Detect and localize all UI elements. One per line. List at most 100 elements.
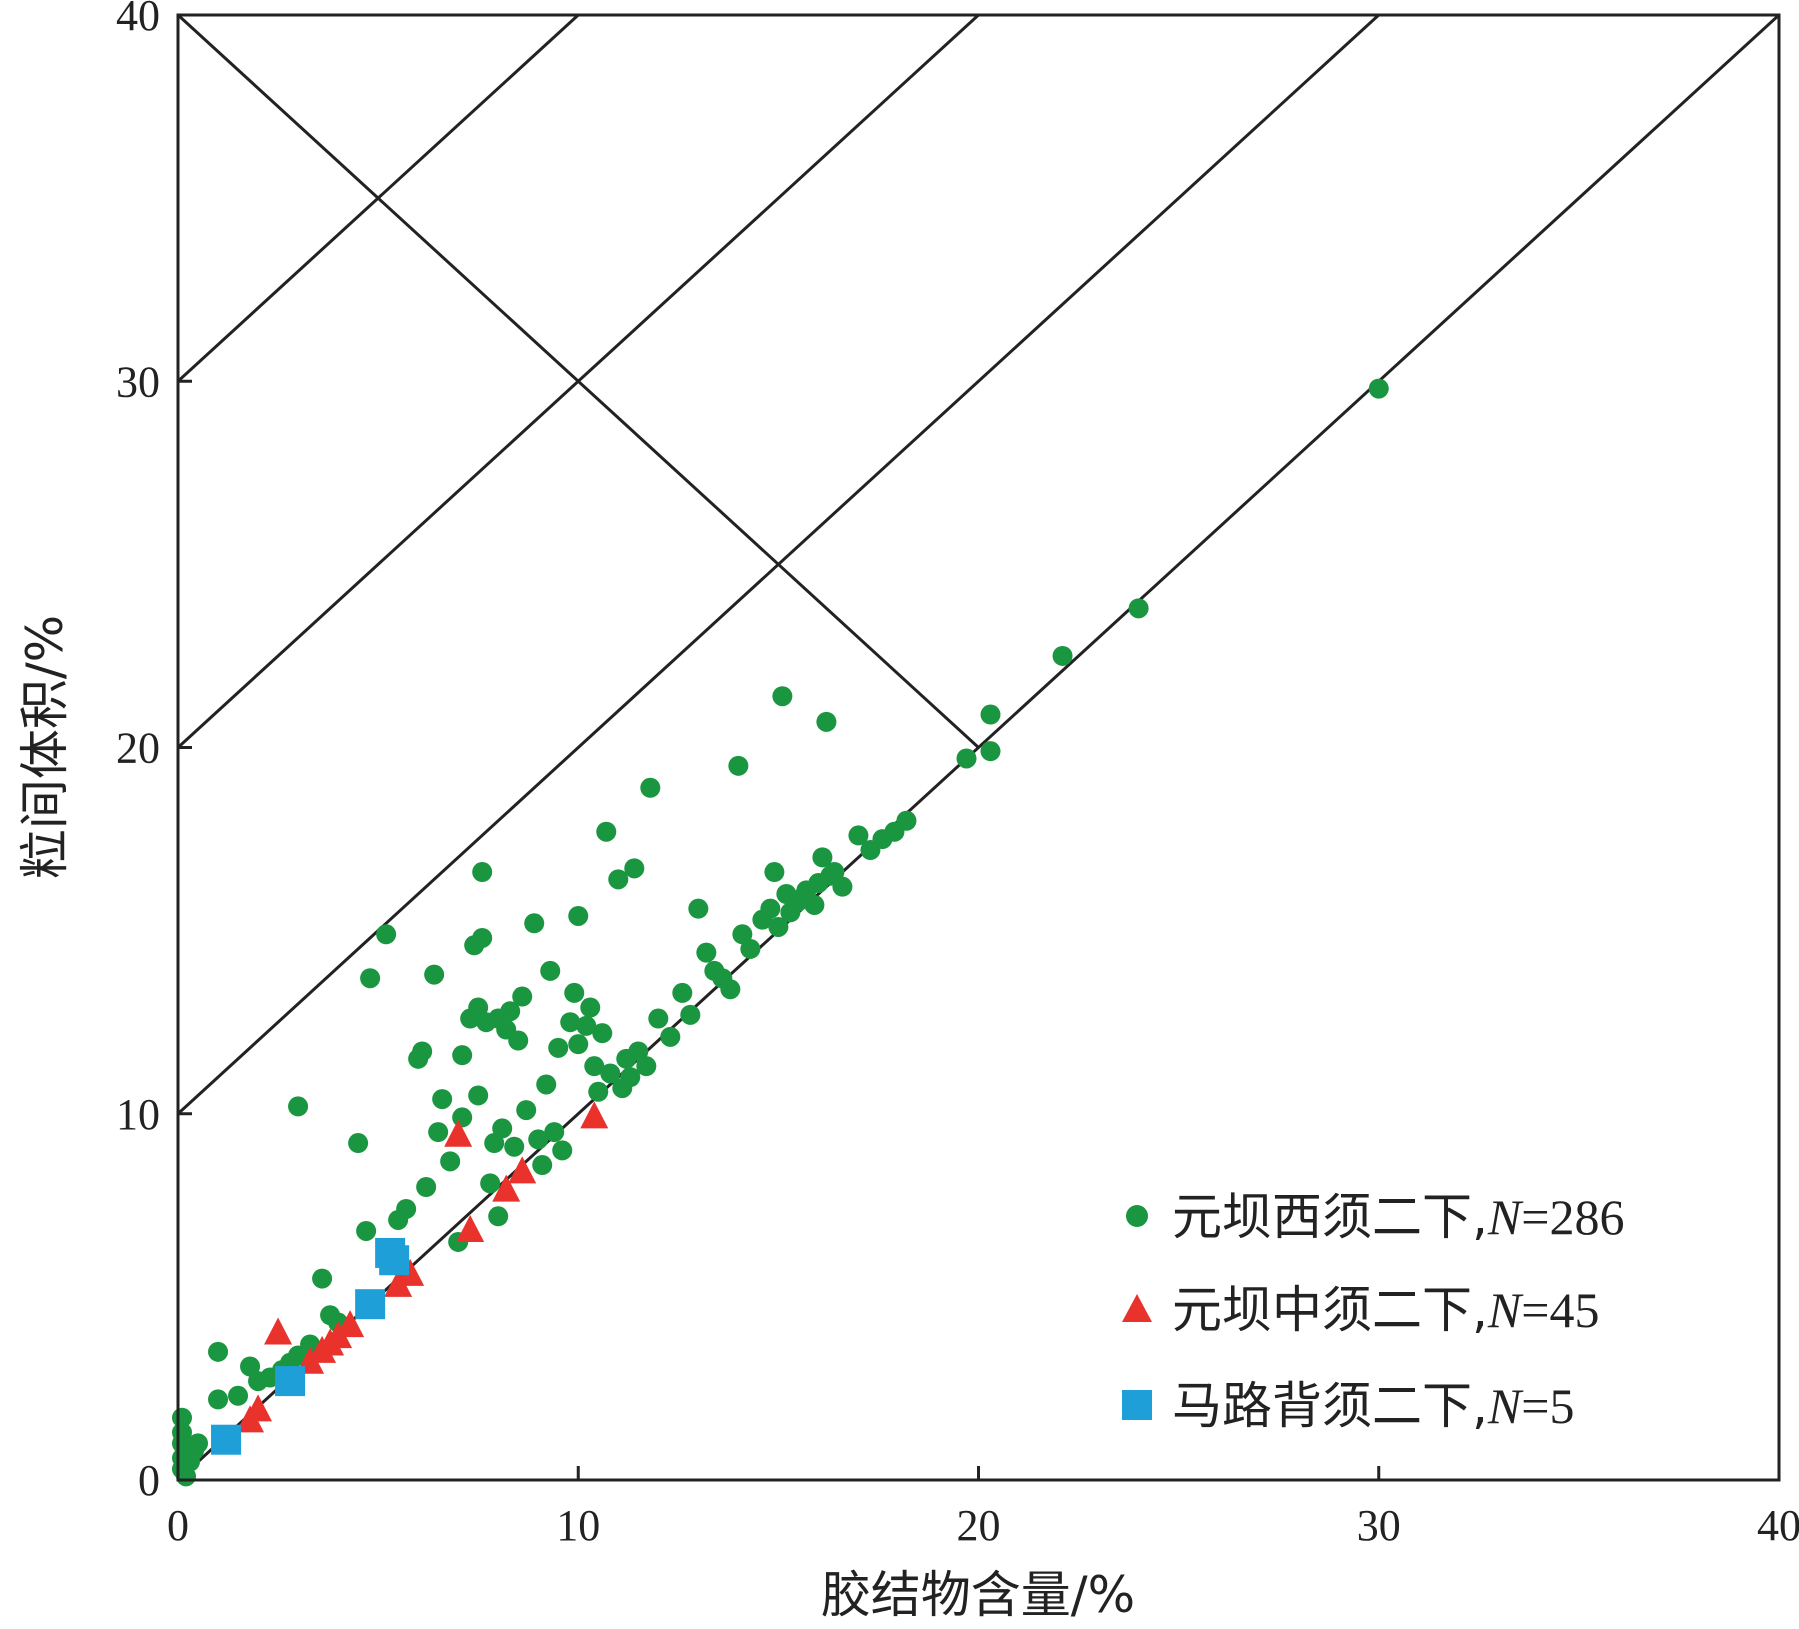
point-series-1 bbox=[896, 810, 917, 831]
point-series-1 bbox=[772, 686, 793, 707]
point-series-1 bbox=[348, 1133, 369, 1154]
legend-entry-1: 元坝西须二下,N=286 bbox=[1172, 1188, 1624, 1246]
legend-count-3: 5 bbox=[1549, 1378, 1574, 1434]
legend-marker-triangle bbox=[1122, 1294, 1152, 1322]
point-series-1 bbox=[312, 1268, 333, 1289]
point-series-1 bbox=[620, 1067, 641, 1088]
x-tick-label: 20 bbox=[957, 1501, 1001, 1550]
point-series-1 bbox=[504, 1136, 525, 1157]
point-series-2 bbox=[396, 1258, 425, 1286]
point-series-2 bbox=[508, 1156, 537, 1184]
point-series-1 bbox=[824, 862, 845, 883]
point-series-2 bbox=[580, 1101, 609, 1129]
point-series-1 bbox=[848, 825, 869, 846]
x-tick-label: 10 bbox=[556, 1501, 600, 1550]
point-series-1 bbox=[804, 894, 825, 915]
point-series-1 bbox=[508, 1030, 529, 1051]
point-series-1 bbox=[624, 858, 645, 879]
point-series-2 bbox=[444, 1119, 473, 1147]
point-series-1 bbox=[696, 942, 717, 963]
point-series-1 bbox=[412, 1041, 433, 1062]
legend-label-3: 马路背须二下, bbox=[1172, 1377, 1488, 1435]
point-series-1 bbox=[564, 982, 585, 1003]
legend-label-2: 元坝中须二下, bbox=[1172, 1281, 1488, 1339]
point-series-1 bbox=[688, 898, 709, 919]
point-series-1 bbox=[980, 704, 1001, 725]
legend: 元坝西须二下,N=286 元坝中须二下,N=45 马路背须二下,N=5 bbox=[1122, 1188, 1624, 1435]
point-series-3 bbox=[275, 1366, 306, 1397]
point-series-1 bbox=[608, 869, 629, 890]
legend-eq-1: = bbox=[1521, 1189, 1549, 1245]
legend-eq-2: = bbox=[1521, 1282, 1549, 1338]
point-series-2 bbox=[264, 1317, 293, 1345]
point-series-1 bbox=[640, 777, 661, 798]
point-series-1 bbox=[176, 1437, 197, 1458]
point-series-3 bbox=[379, 1245, 410, 1276]
point-series-1 bbox=[524, 913, 545, 934]
point-series-1 bbox=[584, 1056, 605, 1077]
point-series-1 bbox=[528, 1129, 549, 1150]
legend-label-1: 元坝西须二下, bbox=[1172, 1188, 1488, 1246]
legend-eq-3: = bbox=[1521, 1378, 1549, 1434]
point-series-1 bbox=[492, 1118, 513, 1139]
point-series-1 bbox=[228, 1385, 249, 1406]
point-series-1 bbox=[568, 1034, 589, 1055]
point-series-1 bbox=[472, 927, 493, 948]
point-series-1 bbox=[636, 1056, 657, 1077]
point-series-1 bbox=[360, 968, 381, 989]
point-series-1 bbox=[740, 938, 761, 959]
point-series-1 bbox=[980, 741, 1001, 762]
point-series-1 bbox=[568, 905, 589, 926]
legend-n-1: N bbox=[1487, 1189, 1524, 1245]
point-series-1 bbox=[1128, 598, 1149, 619]
reference-line-4 bbox=[176, 13, 580, 383]
point-series-1 bbox=[544, 1122, 565, 1143]
point-series-1 bbox=[512, 986, 533, 1007]
point-series-1 bbox=[468, 1085, 489, 1106]
point-series-1 bbox=[592, 1023, 613, 1044]
point-series-1 bbox=[816, 711, 837, 732]
point-series-1 bbox=[628, 1041, 649, 1062]
legend-marker-circle bbox=[1126, 1205, 1148, 1227]
legend-count-1: 286 bbox=[1549, 1189, 1624, 1245]
point-series-1 bbox=[560, 1012, 581, 1033]
point-series-1 bbox=[1368, 378, 1389, 399]
point-series-1 bbox=[648, 1008, 669, 1029]
point-series-2 bbox=[456, 1214, 485, 1242]
point-series-1 bbox=[548, 1037, 569, 1058]
point-series-1 bbox=[536, 1074, 557, 1095]
x-axis-title: 胶结物含量/% bbox=[821, 1566, 1135, 1624]
point-series-1 bbox=[208, 1389, 229, 1410]
reference-line-3 bbox=[176, 13, 980, 749]
point-series-1 bbox=[484, 1133, 505, 1154]
point-series-1 bbox=[760, 898, 781, 919]
point-series-1 bbox=[288, 1096, 309, 1117]
point-series-1 bbox=[680, 1004, 701, 1025]
y-tick-label: 20 bbox=[116, 724, 160, 773]
x-tick-label: 40 bbox=[1757, 1501, 1799, 1550]
point-series-3 bbox=[355, 1289, 386, 1320]
point-series-1 bbox=[424, 964, 445, 985]
point-series-1 bbox=[732, 924, 753, 945]
point-series-1 bbox=[540, 960, 561, 981]
point-series-1 bbox=[488, 1206, 509, 1227]
y-tick-label: 0 bbox=[138, 1456, 160, 1505]
legend-entry-3: 马路背须二下,N=5 bbox=[1172, 1377, 1574, 1435]
legend-n-2: N bbox=[1487, 1282, 1524, 1338]
y-tick-label: 10 bbox=[116, 1090, 160, 1139]
legend-count-2: 45 bbox=[1549, 1282, 1599, 1338]
point-series-1 bbox=[480, 1173, 501, 1194]
point-series-1 bbox=[1052, 645, 1073, 666]
y-tick-label: 30 bbox=[116, 357, 160, 406]
point-series-1 bbox=[452, 1107, 473, 1128]
point-series-1 bbox=[532, 1155, 553, 1176]
point-series-1 bbox=[432, 1089, 453, 1110]
legend-n-3: N bbox=[1487, 1378, 1524, 1434]
point-series-1 bbox=[576, 1015, 597, 1036]
point-series-1 bbox=[356, 1220, 377, 1241]
point-series-1 bbox=[440, 1151, 461, 1172]
point-series-2 bbox=[492, 1174, 521, 1202]
point-series-1 bbox=[596, 821, 617, 842]
point-series-1 bbox=[768, 916, 789, 937]
